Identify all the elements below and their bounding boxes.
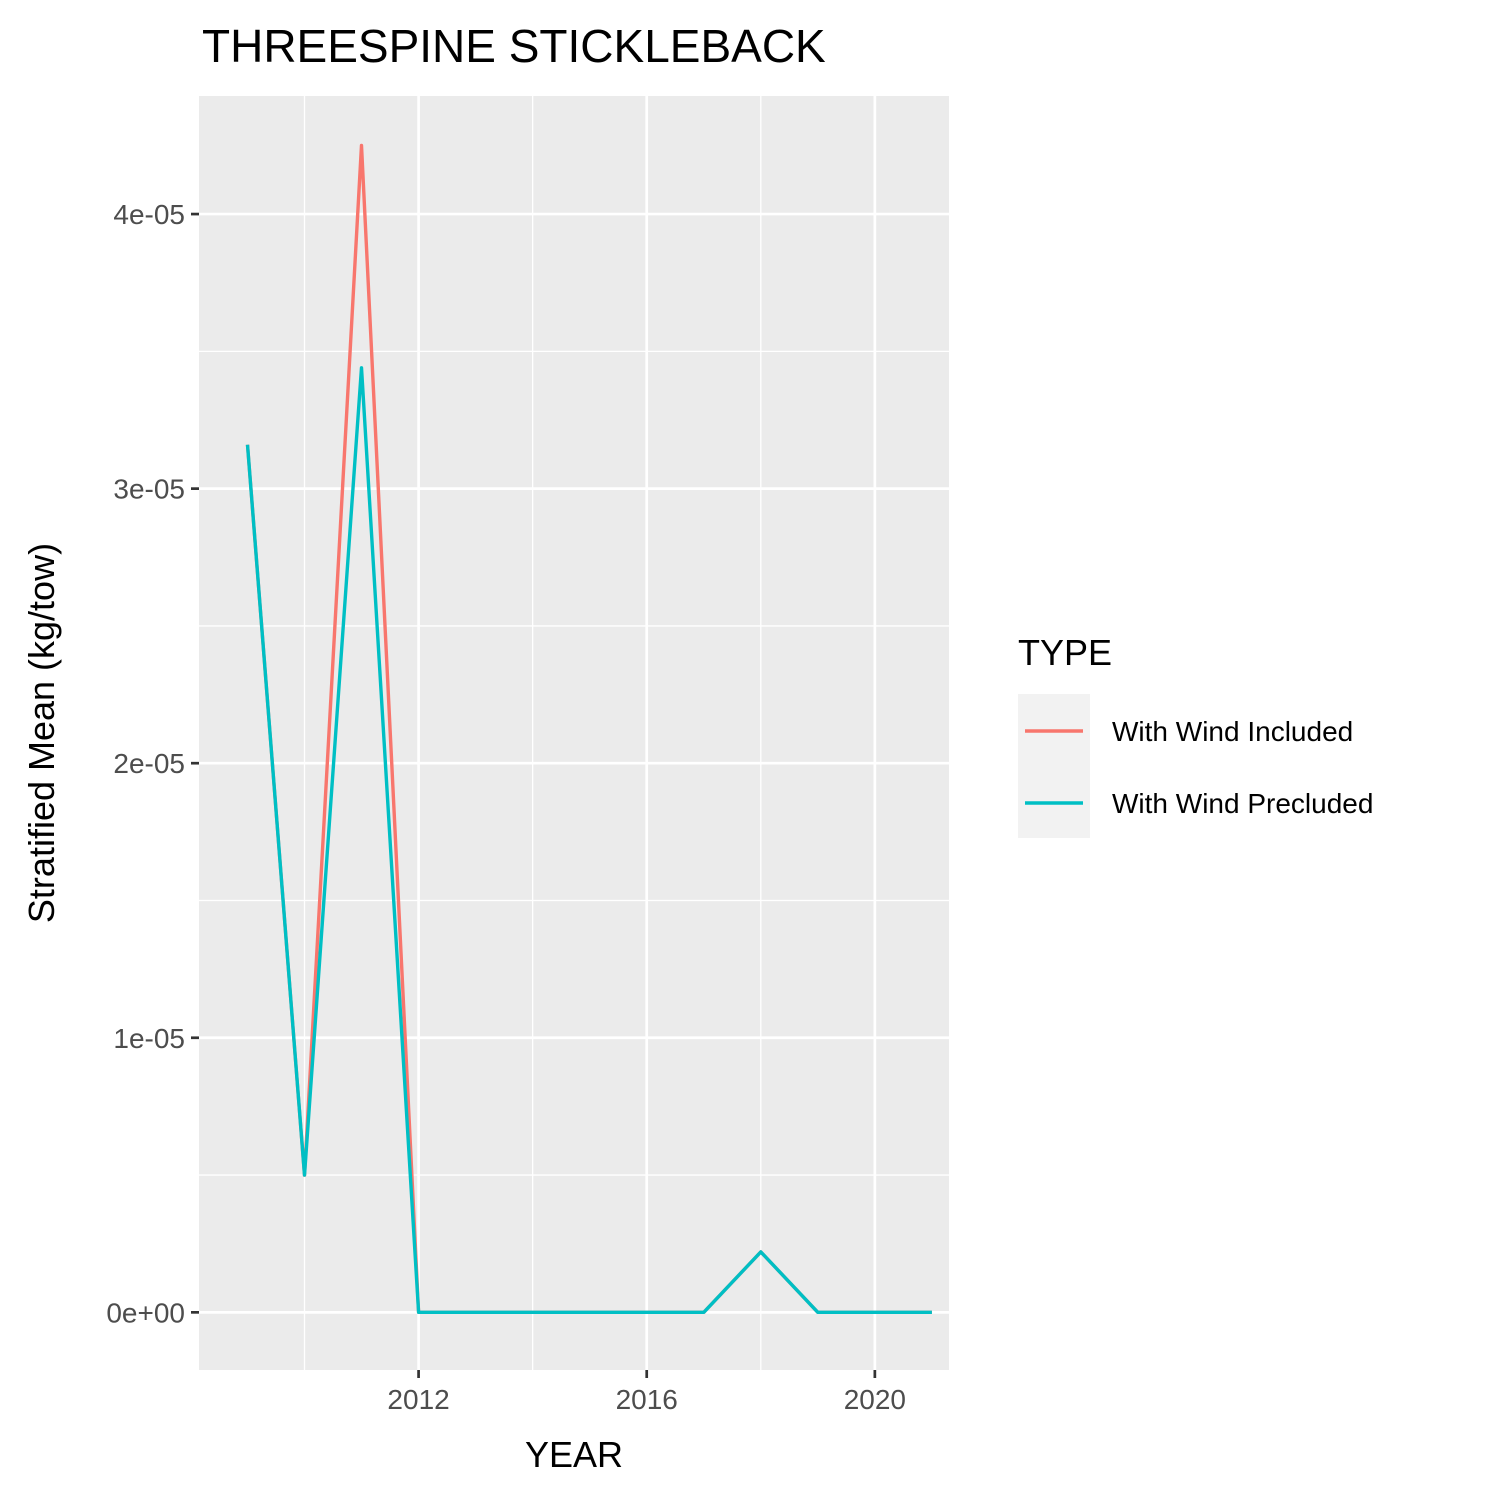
- chart-title: THREESPINE STICKLEBACK: [202, 20, 826, 72]
- legend-label-1: With Wind Included: [1112, 716, 1353, 747]
- legend: TYPE With Wind Included With Wind Preclud…: [1018, 632, 1373, 838]
- y-tick-label: 4e-05: [113, 199, 185, 230]
- y-tick-label: 2e-05: [113, 748, 185, 779]
- legend-title: TYPE: [1018, 632, 1112, 673]
- legend-key-background: [1018, 694, 1090, 838]
- x-tick-label: 2016: [616, 1384, 678, 1415]
- x-tick-label: 2020: [844, 1384, 906, 1415]
- legend-items: With Wind Included With Wind Precluded: [1025, 716, 1373, 819]
- y-tick-label: 0e+00: [106, 1297, 185, 1328]
- legend-label-2: With Wind Precluded: [1112, 788, 1373, 819]
- y-tick-label: 3e-05: [113, 474, 185, 505]
- grid-major: [199, 96, 949, 1370]
- series-layer: [245, 143, 932, 1315]
- y-tick-label: 1e-05: [113, 1023, 185, 1054]
- x-tick-label: 2012: [387, 1384, 449, 1415]
- x-axis: 2012 2016 2020: [387, 1370, 906, 1415]
- x-axis-title: YEAR: [525, 1434, 623, 1475]
- series-line-2: [245, 366, 932, 1315]
- y-axis-title: Stratified Mean (kg/tow): [21, 543, 62, 923]
- plot-panel: [199, 96, 949, 1370]
- y-axis: 0e+00 1e-05 2e-05 3e-05 4e-05: [106, 199, 199, 1328]
